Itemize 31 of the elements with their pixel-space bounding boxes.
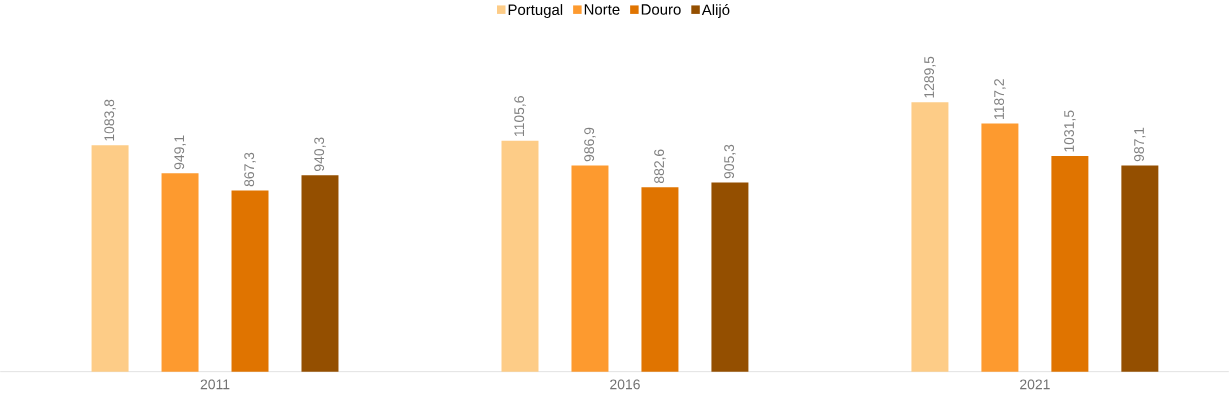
bar <box>1121 165 1159 372</box>
data-label: 986,9 <box>584 127 596 162</box>
bar <box>571 165 609 372</box>
legend-label: Douro <box>641 4 681 15</box>
data-label: 905,3 <box>724 144 736 179</box>
bar <box>231 190 269 372</box>
bar <box>1051 156 1089 372</box>
legend-label: Norte <box>584 4 620 15</box>
data-label: 949,1 <box>174 135 186 170</box>
data-label: 1083,8 <box>104 99 116 141</box>
data-label: 987,1 <box>1134 127 1146 162</box>
bar <box>981 123 1019 372</box>
bar <box>501 140 539 372</box>
bar <box>91 145 129 372</box>
data-label: 1105,6 <box>514 96 526 137</box>
bar <box>161 173 199 372</box>
bar <box>711 182 749 372</box>
x-tick-label: 2011 <box>200 379 230 390</box>
data-label: 1031,5 <box>1064 110 1076 152</box>
bar <box>641 187 679 372</box>
legend-label: Portugal <box>508 4 563 19</box>
x-tick-label: 2016 <box>610 379 640 390</box>
data-label: 882,6 <box>654 149 666 184</box>
data-label: 867,3 <box>244 152 256 187</box>
legend-label: Alijó <box>701 4 730 19</box>
data-label: 1187,2 <box>994 79 1006 120</box>
bar <box>301 175 339 372</box>
data-label: 1289,5 <box>924 56 936 98</box>
bar <box>911 102 949 372</box>
data-label: 940,3 <box>314 137 326 172</box>
x-tick-label: 2021 <box>1020 379 1050 390</box>
